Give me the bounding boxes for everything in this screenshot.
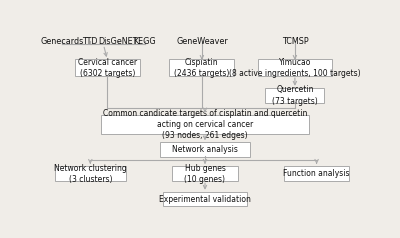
FancyBboxPatch shape bbox=[258, 59, 332, 76]
FancyBboxPatch shape bbox=[163, 192, 247, 206]
Text: Cervical cancer
(6302 targets): Cervical cancer (6302 targets) bbox=[78, 58, 137, 78]
Text: TTD: TTD bbox=[82, 36, 98, 45]
Text: Cisplatin
(2436 targets): Cisplatin (2436 targets) bbox=[174, 58, 230, 78]
FancyBboxPatch shape bbox=[284, 166, 349, 181]
Text: Network analysis: Network analysis bbox=[172, 145, 238, 154]
Text: Network clustering
(3 clusters): Network clustering (3 clusters) bbox=[54, 164, 127, 184]
Text: Quercetin
(73 targets): Quercetin (73 targets) bbox=[272, 85, 318, 105]
FancyBboxPatch shape bbox=[101, 115, 309, 134]
Text: DisGeNET: DisGeNET bbox=[98, 36, 138, 45]
FancyBboxPatch shape bbox=[75, 59, 140, 76]
Text: Yimucao
(8 active ingredients, 100 targets): Yimucao (8 active ingredients, 100 targe… bbox=[229, 58, 361, 78]
Text: TCMSP: TCMSP bbox=[282, 36, 308, 45]
FancyBboxPatch shape bbox=[169, 59, 234, 76]
Text: KEGG: KEGG bbox=[133, 36, 156, 45]
FancyBboxPatch shape bbox=[266, 88, 324, 103]
FancyBboxPatch shape bbox=[55, 166, 126, 181]
Text: Function analysis: Function analysis bbox=[283, 169, 350, 178]
FancyBboxPatch shape bbox=[172, 166, 238, 181]
Text: Genecards: Genecards bbox=[41, 36, 84, 45]
FancyBboxPatch shape bbox=[160, 143, 250, 157]
Text: Common candicate targets of cisplatin and quercetin
acting on cervical cancer
(9: Common candicate targets of cisplatin an… bbox=[103, 109, 307, 140]
Text: GeneWeaver: GeneWeaver bbox=[176, 36, 228, 45]
Text: Experimental validation: Experimental validation bbox=[159, 195, 251, 203]
Text: Hub genes
(10 genes): Hub genes (10 genes) bbox=[184, 164, 226, 184]
